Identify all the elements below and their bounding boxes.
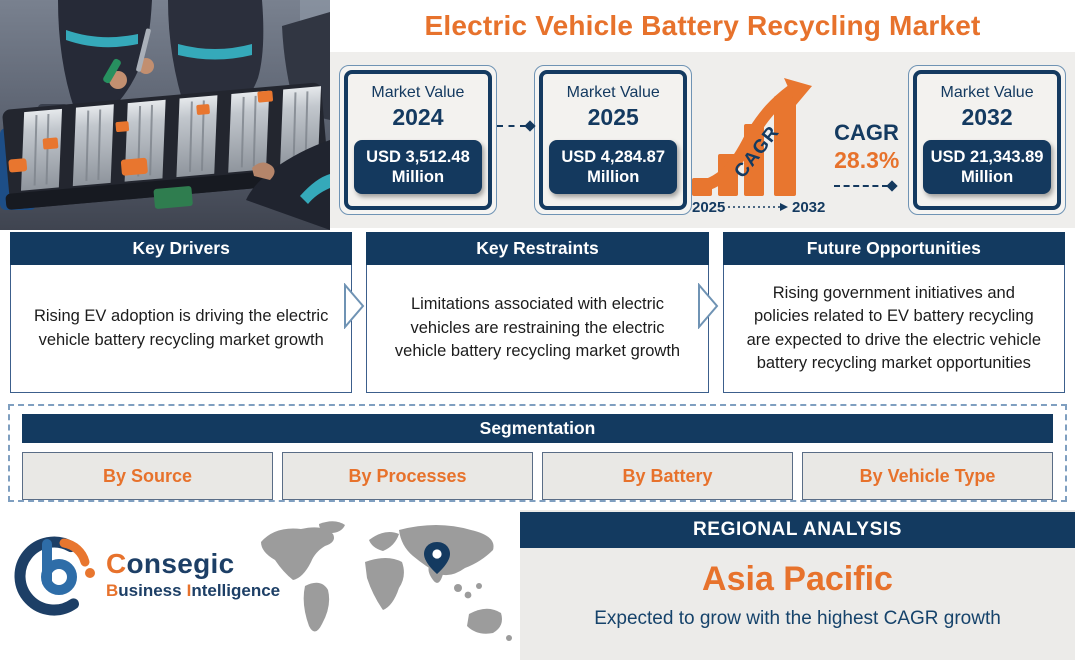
section-title: Key Restraints: [366, 232, 709, 265]
section-title: Future Opportunities: [722, 232, 1065, 265]
logo-tagline: Business Intelligence: [106, 580, 281, 600]
future-opportunities-section: Future Opportunities Rising government i…: [722, 232, 1065, 393]
market-value-2025-card: Market Value 2025 USD 4,284.87 Million: [534, 64, 693, 216]
diamond-connector-icon: [496, 120, 536, 132]
chevron-right-icon: [698, 283, 719, 329]
key-sections-row: Key Drivers Rising EV adoption is drivin…: [0, 232, 1075, 393]
cagr-growth-chart: CAGR 2025 2032 CAGR 28.3%: [692, 78, 908, 216]
key-restraints-section: Key Restraints Limitations associated wi…: [366, 232, 709, 393]
logo-brand-name: Consegic: [106, 547, 235, 579]
world-map: [253, 516, 521, 656]
region-name: Asia Pacific: [702, 560, 893, 598]
segmentation-row: By Source By Processes By Battery By Veh…: [22, 452, 1053, 500]
segment-by-source: By Source: [22, 452, 273, 500]
segmentation-section: Segmentation By Source By Processes By B…: [8, 404, 1067, 502]
cagr-label: CAGR: [834, 120, 899, 145]
bottom-row: Consegic Business Intelligence: [0, 510, 1075, 660]
market-value-2024-card: Market Value 2024 USD 3,512.48 Million: [339, 64, 497, 216]
section-text: Limitations associated with electric veh…: [366, 265, 709, 393]
section-text: Rising government initiatives and polici…: [722, 265, 1065, 393]
market-value-amount: USD 3,512.48 Million: [354, 139, 482, 195]
market-value-amount: USD 4,284.87 Million: [549, 139, 678, 195]
market-value-label: Market Value: [566, 83, 660, 101]
key-drivers-section: Key Drivers Rising EV adoption is drivin…: [10, 232, 353, 393]
market-value-year: 2025: [587, 103, 639, 130]
page-title: Electric Vehicle Battery Recycling Marke…: [424, 10, 981, 41]
ev-battery-workshop-photo: [0, 0, 330, 230]
market-value-year: 2032: [961, 103, 1013, 130]
title-bar: Electric Vehicle Battery Recycling Marke…: [330, 0, 1075, 52]
regional-analysis-panel: REGIONAL ANALYSIS Asia Pacific Expected …: [520, 510, 1075, 660]
market-value-amount: USD 21,343.89 Million: [923, 139, 1051, 195]
consegic-logo-mark: [14, 536, 95, 616]
market-value-2032-card: Market Value 2032 USD 21,343.89 Million: [908, 64, 1066, 216]
consegic-logo: Consegic Business Intelligence: [14, 528, 280, 620]
section-title: Key Drivers: [10, 232, 353, 265]
section-text: Rising EV adoption is driving the electr…: [10, 265, 353, 393]
diamond-connector-icon: [834, 180, 898, 192]
region-subtitle: Expected to grow with the highest CAGR g…: [594, 608, 1001, 629]
segmentation-title: Segmentation: [22, 414, 1053, 443]
chevron-right-icon: [344, 283, 365, 329]
market-value-label: Market Value: [371, 83, 465, 101]
cagr-end-year: 2032: [792, 199, 825, 216]
cagr-start-year: 2025: [692, 199, 725, 216]
location-pin-icon: [424, 542, 450, 574]
segment-by-vehicle-type: By Vehicle Type: [802, 452, 1053, 500]
segment-by-processes: By Processes: [282, 452, 533, 500]
market-value-label: Market Value: [940, 83, 1034, 101]
regional-analysis-title: REGIONAL ANALYSIS: [520, 512, 1075, 548]
cagr-value: 28.3%: [834, 147, 900, 173]
market-value-band: Market Value 2024 USD 3,512.48 Million M…: [330, 52, 1075, 228]
market-value-year: 2024: [392, 103, 444, 130]
segment-by-battery: By Battery: [542, 452, 793, 500]
